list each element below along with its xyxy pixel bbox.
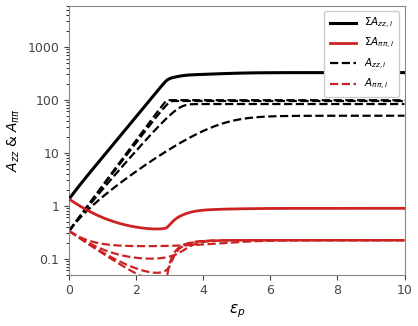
Legend: $\Sigma A_{zz,i}$, $\Sigma A_{\pi\pi,i}$, $A_{zz,i}$, $A_{\pi\pi,i}$: $\Sigma A_{zz,i}$, $\Sigma A_{\pi\pi,i}$…: [324, 11, 399, 97]
Y-axis label: $A_{zz}$ & $A_{\pi\pi}$: $A_{zz}$ & $A_{\pi\pi}$: [5, 108, 22, 172]
X-axis label: $\varepsilon_p$: $\varepsilon_p$: [229, 303, 245, 320]
